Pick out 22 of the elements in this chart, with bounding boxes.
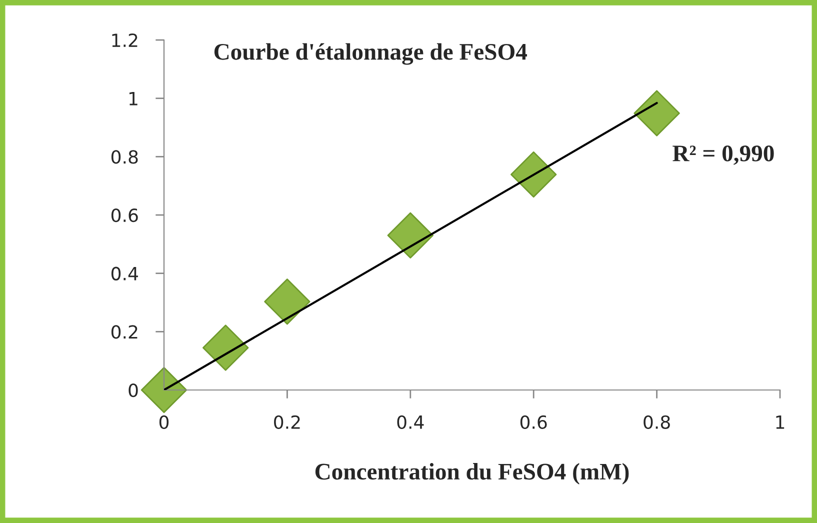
chart-title: Courbe d'étalonnage de FeSO4 — [214, 43, 528, 65]
point — [202, 324, 249, 371]
x-tick-label: 0 — [159, 415, 169, 429]
x-tick-label: 0.8 — [644, 415, 670, 429]
point — [140, 366, 188, 414]
y-tick-label: 0.8 — [111, 150, 138, 164]
y-tick-label: 1.2 — [112, 33, 138, 47]
y-tick-label: 1 — [129, 92, 138, 106]
x-tick-label: 0.4 — [397, 415, 424, 429]
y-tick-label: 0 — [128, 383, 138, 398]
y-tick-label: 0.6 — [111, 208, 138, 222]
x-tick-label: 0.6 — [520, 415, 547, 429]
x-tick-label: 0.2 — [274, 415, 300, 429]
x-axis-title: Concentration du FeSO4 (mM) — [315, 463, 629, 484]
annotation: R² = 0,990 — [672, 145, 774, 165]
point — [510, 151, 557, 198]
x-tick-label: 1 — [776, 416, 784, 429]
point — [264, 278, 310, 325]
point — [387, 212, 434, 259]
y-tick-label: 0.2 — [111, 325, 138, 339]
point — [634, 90, 680, 136]
y-tick-label: 0.4 — [111, 266, 138, 280]
